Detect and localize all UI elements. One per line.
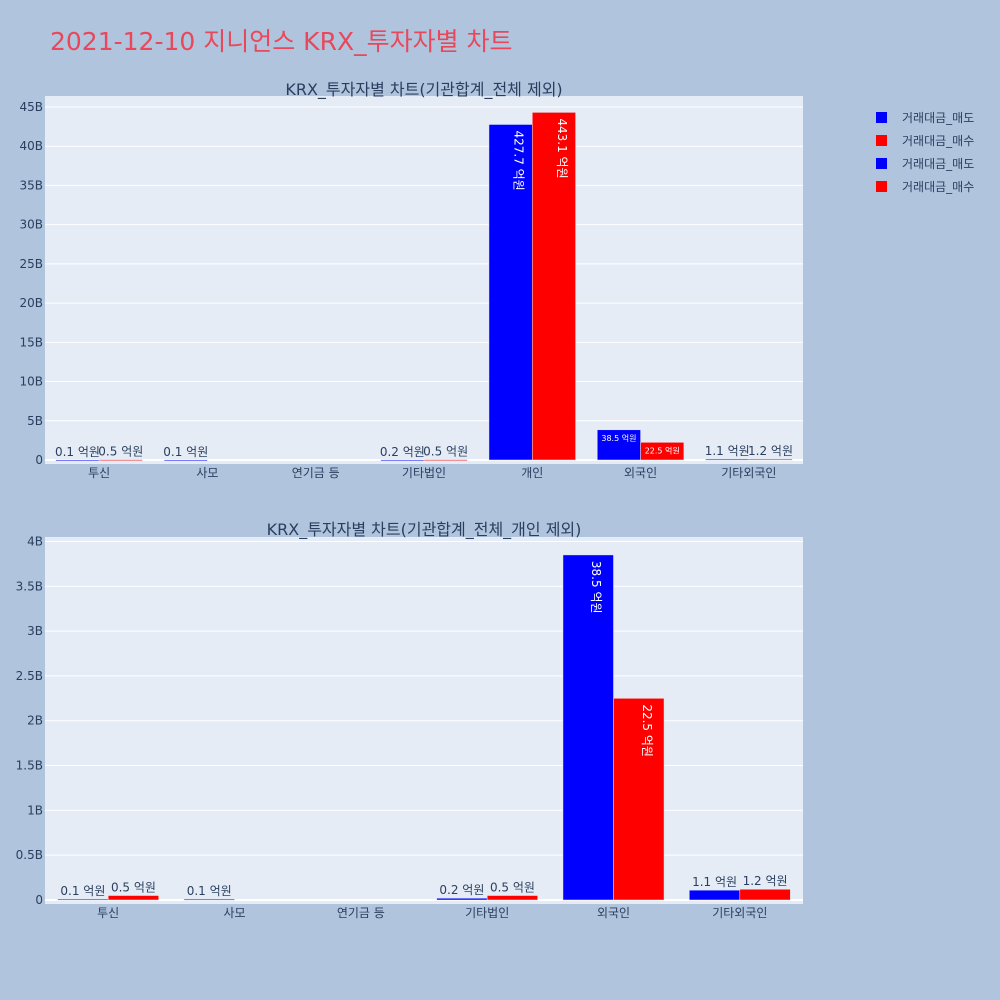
legend-swatch-buy-2 <box>876 181 887 192</box>
bar-buy <box>486 895 538 901</box>
legend-item-sell[interactable]: 거래대금_매도 <box>876 106 974 129</box>
bar-sell <box>57 898 109 901</box>
data-label: 0.2 억원 <box>439 883 484 897</box>
data-label: 443.1 억원 <box>555 118 569 178</box>
legend-item-buy[interactable]: 거래대금_매수 <box>876 129 974 152</box>
y-tick-label: 0.5B <box>16 848 43 862</box>
x-tick-label: 개인 <box>521 466 543 480</box>
bar-sell <box>597 429 641 461</box>
legend-swatch-buy <box>876 135 887 146</box>
bar-buy <box>423 459 468 461</box>
y-tick-label: 2B <box>27 714 43 728</box>
y-tick-label: 1.5B <box>16 759 43 773</box>
x-tick-label: 연기금 등 <box>337 906 385 920</box>
data-label: 1.2 억원 <box>748 444 793 458</box>
x-tick-label: 사모 <box>196 466 218 480</box>
bar-sell <box>163 459 208 462</box>
bar-buy <box>107 895 159 901</box>
data-label: 427.7 억원 <box>512 130 526 190</box>
data-label: 0.1 억원 <box>187 884 232 898</box>
x-tick-label: 투신 <box>97 906 119 920</box>
x-tick-label: 투신 <box>88 466 110 480</box>
plot-area <box>45 96 803 464</box>
x-tick-label: 기타법인 <box>402 466 446 480</box>
data-label: 38.5 억원 <box>589 561 603 614</box>
y-tick-label: 40B <box>19 139 43 153</box>
data-label: 0.5 억원 <box>98 445 143 459</box>
data-label: 0.2 억원 <box>380 445 425 459</box>
data-label: 0.5 억원 <box>490 881 535 895</box>
y-tick-label: 45B <box>19 100 43 114</box>
x-tick-label: 외국인 <box>624 466 657 480</box>
y-tick-label: 5B <box>27 414 43 428</box>
data-label: 0.1 억원 <box>163 445 208 459</box>
legend-item-buy-2[interactable]: 거래대금_매수 <box>876 175 974 198</box>
data-label: 1.1 억원 <box>705 444 750 458</box>
data-label: 38.5 억원 <box>601 433 636 443</box>
y-tick-label: 3B <box>27 624 43 638</box>
x-tick-label: 사모 <box>223 906 245 920</box>
y-tick-label: 25B <box>19 257 43 271</box>
data-label: 0.1 억원 <box>60 884 105 898</box>
bar-sell <box>705 458 750 461</box>
y-tick-label: 20B <box>19 296 43 310</box>
chart-title: KRX_투자자별 차트(기관합계_전체 제외) <box>285 80 562 100</box>
y-tick-label: 0 <box>35 453 43 467</box>
legend-item-sell-2[interactable]: 거래대금_매도 <box>876 152 974 175</box>
y-tick-label: 30B <box>19 218 43 232</box>
y-tick-label: 10B <box>19 375 43 389</box>
y-tick-label: 2.5B <box>16 669 43 683</box>
data-label: 0.5 억원 <box>111 881 156 895</box>
legend[interactable]: 거래대금_매도 거래대금_매수 거래대금_매도 거래대금_매수 <box>876 106 974 198</box>
data-label: 0.5 억원 <box>423 445 468 459</box>
y-tick-label: 15B <box>19 335 43 349</box>
y-tick-label: 3.5B <box>16 579 43 593</box>
legend-label-buy-2: 거래대금_매수 <box>902 180 975 194</box>
x-tick-label: 기타외국인 <box>712 906 767 920</box>
x-tick-label: 기타법인 <box>465 906 509 920</box>
bar-sell <box>436 897 488 901</box>
x-tick-label: 외국인 <box>597 906 630 920</box>
legend-label-sell-2: 거래대금_매도 <box>902 157 975 171</box>
bar-buy <box>532 112 576 461</box>
y-tick-label: 4B <box>27 534 43 548</box>
bar-sell <box>562 554 614 901</box>
bar-buy <box>613 698 665 901</box>
data-label: 1.2 억원 <box>743 874 788 888</box>
chart-title: KRX_투자자별 차트(기관합계_전체_개인 제외) <box>267 520 582 540</box>
bar-buy <box>640 442 685 461</box>
bar-buy <box>739 888 791 901</box>
data-label: 22.5 억원 <box>640 704 654 757</box>
legend-swatch-sell-2 <box>876 158 887 169</box>
legend-label-sell: 거래대금_매도 <box>902 111 975 125</box>
y-tick-label: 0 <box>35 893 43 907</box>
x-tick-label: 기타외국인 <box>721 466 776 480</box>
y-tick-label: 35B <box>19 178 43 192</box>
bar-sell <box>55 459 100 462</box>
bar-buy <box>748 458 793 461</box>
bar-sell <box>488 124 533 461</box>
page-title: 2021-12-10 지니언스 KRX_투자자별 차트 <box>50 27 513 56</box>
bar-sell <box>380 459 425 462</box>
bar-buy <box>98 459 143 461</box>
bar-sell <box>183 898 235 901</box>
legend-label-buy: 거래대금_매수 <box>902 134 975 148</box>
data-label: 0.1 억원 <box>55 445 100 459</box>
y-tick-label: 1B <box>27 803 43 817</box>
data-label: 22.5 억원 <box>645 445 680 455</box>
data-label: 1.1 억원 <box>692 875 737 889</box>
legend-swatch-sell <box>876 112 887 123</box>
x-tick-label: 연기금 등 <box>292 466 340 480</box>
bar-sell <box>689 889 741 901</box>
